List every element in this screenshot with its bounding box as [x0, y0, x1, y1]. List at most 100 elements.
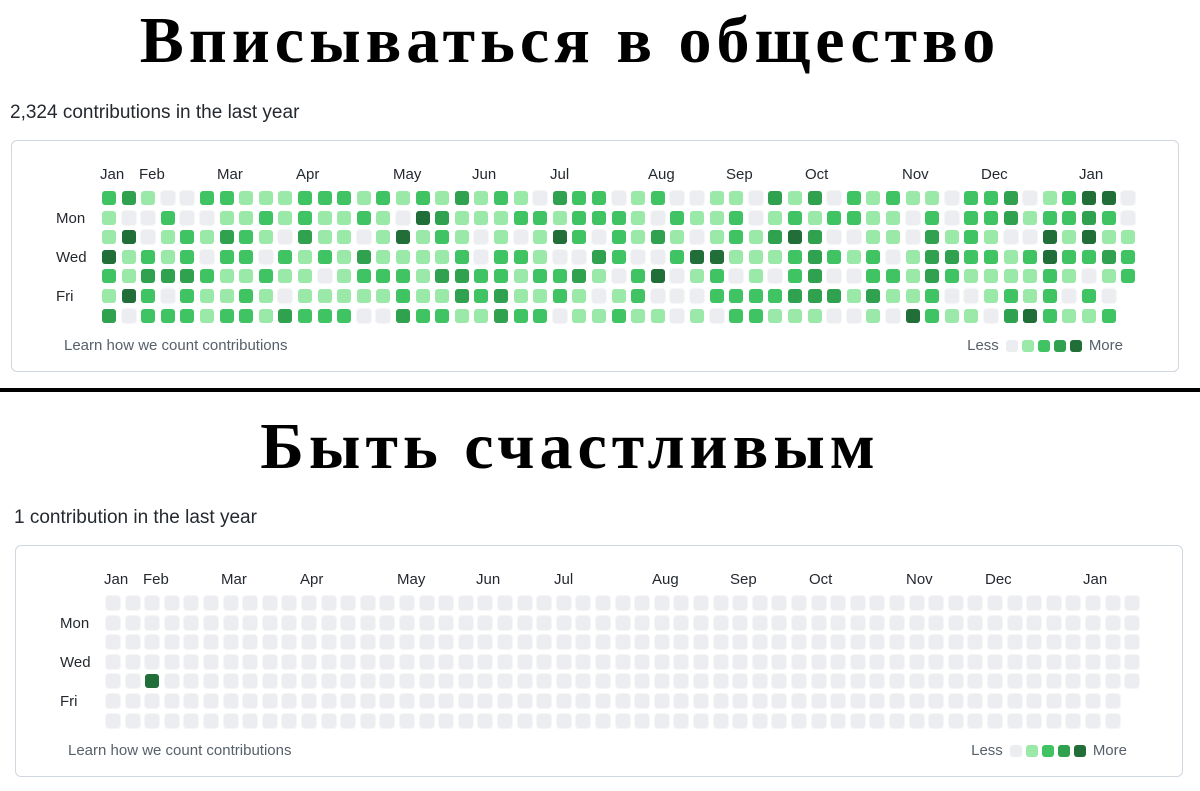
contribution-day-cell[interactable] [944, 230, 959, 245]
contribution-day-cell[interactable] [163, 614, 180, 631]
contribution-day-cell[interactable] [984, 249, 998, 264]
contribution-day-cell[interactable] [1042, 249, 1057, 264]
contribution-day-cell[interactable] [141, 308, 156, 323]
contribution-day-cell[interactable] [1101, 210, 1116, 225]
contribution-day-cell[interactable] [1026, 693, 1043, 709]
contribution-day-cell[interactable] [845, 229, 862, 246]
contribution-day-cell[interactable] [281, 595, 298, 611]
contribution-day-cell[interactable] [967, 634, 984, 651]
contribution-day-cell[interactable] [457, 693, 474, 709]
contribution-day-cell[interactable] [261, 673, 278, 690]
contribution-day-cell[interactable] [222, 634, 239, 651]
contribution-day-cell[interactable] [690, 308, 704, 323]
contribution-day-cell[interactable] [669, 190, 686, 206]
contribution-day-cell[interactable] [846, 191, 861, 205]
contribution-day-cell[interactable] [298, 191, 312, 205]
contribution-day-cell[interactable] [947, 653, 964, 670]
contribution-day-cell[interactable] [944, 249, 959, 264]
contribution-day-cell[interactable] [653, 634, 670, 651]
contribution-day-cell[interactable] [788, 289, 802, 303]
contribution-day-cell[interactable] [301, 693, 317, 709]
contribution-day-cell[interactable] [438, 673, 455, 690]
contribution-day-cell[interactable] [552, 289, 567, 303]
contribution-day-cell[interactable] [751, 614, 768, 631]
contribution-day-cell[interactable] [947, 634, 964, 651]
contribution-day-cell[interactable] [1124, 595, 1141, 611]
contribution-day-cell[interactable] [830, 614, 847, 631]
contribution-day-cell[interactable] [967, 673, 984, 690]
contribution-day-cell[interactable] [673, 653, 690, 670]
contribution-day-cell[interactable] [810, 673, 827, 690]
contribution-day-cell[interactable] [163, 673, 180, 690]
contribution-day-cell[interactable] [261, 595, 278, 611]
contribution-day-cell[interactable] [261, 693, 278, 709]
contribution-day-cell[interactable] [984, 191, 998, 205]
contribution-day-cell[interactable] [595, 595, 611, 611]
contribution-day-cell[interactable] [457, 595, 474, 611]
contribution-day-cell[interactable] [359, 614, 376, 631]
contribution-day-cell[interactable] [355, 229, 372, 246]
contribution-day-cell[interactable] [435, 269, 450, 284]
contribution-day-cell[interactable] [457, 614, 474, 631]
contribution-day-cell[interactable] [102, 289, 116, 303]
contribution-day-cell[interactable] [320, 693, 337, 709]
contribution-day-cell[interactable] [1104, 712, 1121, 729]
contribution-day-cell[interactable] [1042, 308, 1057, 323]
contribution-day-cell[interactable] [102, 210, 116, 225]
contribution-day-cell[interactable] [163, 653, 180, 670]
contribution-day-cell[interactable] [555, 673, 572, 690]
contribution-day-cell[interactable] [788, 308, 802, 323]
contribution-day-cell[interactable] [533, 269, 548, 284]
contribution-day-cell[interactable] [595, 653, 611, 670]
contribution-day-cell[interactable] [869, 693, 886, 709]
contribution-day-cell[interactable] [242, 595, 259, 611]
contribution-day-cell[interactable] [222, 712, 239, 729]
contribution-day-cell[interactable] [418, 634, 435, 651]
contribution-day-cell[interactable] [904, 229, 921, 246]
contribution-day-cell[interactable] [614, 595, 631, 611]
contribution-day-cell[interactable] [473, 229, 490, 246]
contribution-day-cell[interactable] [983, 307, 999, 324]
contribution-day-cell[interactable] [359, 712, 376, 729]
contribution-day-cell[interactable] [592, 269, 606, 284]
contribution-day-cell[interactable] [375, 307, 392, 324]
contribution-day-cell[interactable] [614, 614, 631, 631]
contribution-day-cell[interactable] [807, 230, 822, 245]
contribution-day-cell[interactable] [653, 595, 670, 611]
contribution-day-cell[interactable] [964, 269, 979, 284]
contribution-day-cell[interactable] [317, 308, 332, 323]
contribution-day-cell[interactable] [610, 190, 627, 206]
contribution-day-cell[interactable] [1042, 230, 1057, 245]
contribution-day-cell[interactable] [359, 653, 376, 670]
contribution-day-cell[interactable] [748, 308, 763, 323]
contribution-day-cell[interactable] [379, 595, 396, 611]
contribution-day-cell[interactable] [1045, 634, 1062, 651]
contribution-day-cell[interactable] [885, 307, 901, 324]
contribution-day-cell[interactable] [337, 191, 352, 205]
contribution-day-cell[interactable] [905, 289, 920, 303]
contribution-day-cell[interactable] [320, 653, 337, 670]
contribution-day-cell[interactable] [144, 653, 161, 670]
contribution-day-cell[interactable] [533, 289, 548, 303]
contribution-day-cell[interactable] [355, 307, 372, 324]
contribution-day-cell[interactable] [886, 230, 900, 245]
contribution-day-cell[interactable] [395, 209, 411, 226]
contribution-day-cell[interactable] [376, 249, 391, 264]
contribution-day-cell[interactable] [709, 230, 724, 245]
contribution-day-cell[interactable] [866, 249, 881, 264]
contribution-day-cell[interactable] [869, 673, 886, 690]
contribution-day-cell[interactable] [555, 634, 572, 651]
contribution-day-cell[interactable] [712, 634, 729, 651]
contribution-day-cell[interactable] [925, 210, 940, 225]
contribution-day-cell[interactable] [1065, 693, 1082, 709]
contribution-day-cell[interactable] [179, 209, 196, 226]
contribution-day-cell[interactable] [673, 614, 690, 631]
contribution-day-cell[interactable] [356, 289, 371, 303]
contribution-day-cell[interactable] [1003, 249, 1018, 264]
contribution-day-cell[interactable] [340, 673, 357, 690]
contribution-day-cell[interactable] [533, 210, 548, 225]
contribution-day-cell[interactable] [277, 288, 294, 304]
contribution-day-cell[interactable] [418, 712, 435, 729]
contribution-day-cell[interactable] [340, 634, 357, 651]
contribution-day-cell[interactable] [477, 614, 494, 631]
